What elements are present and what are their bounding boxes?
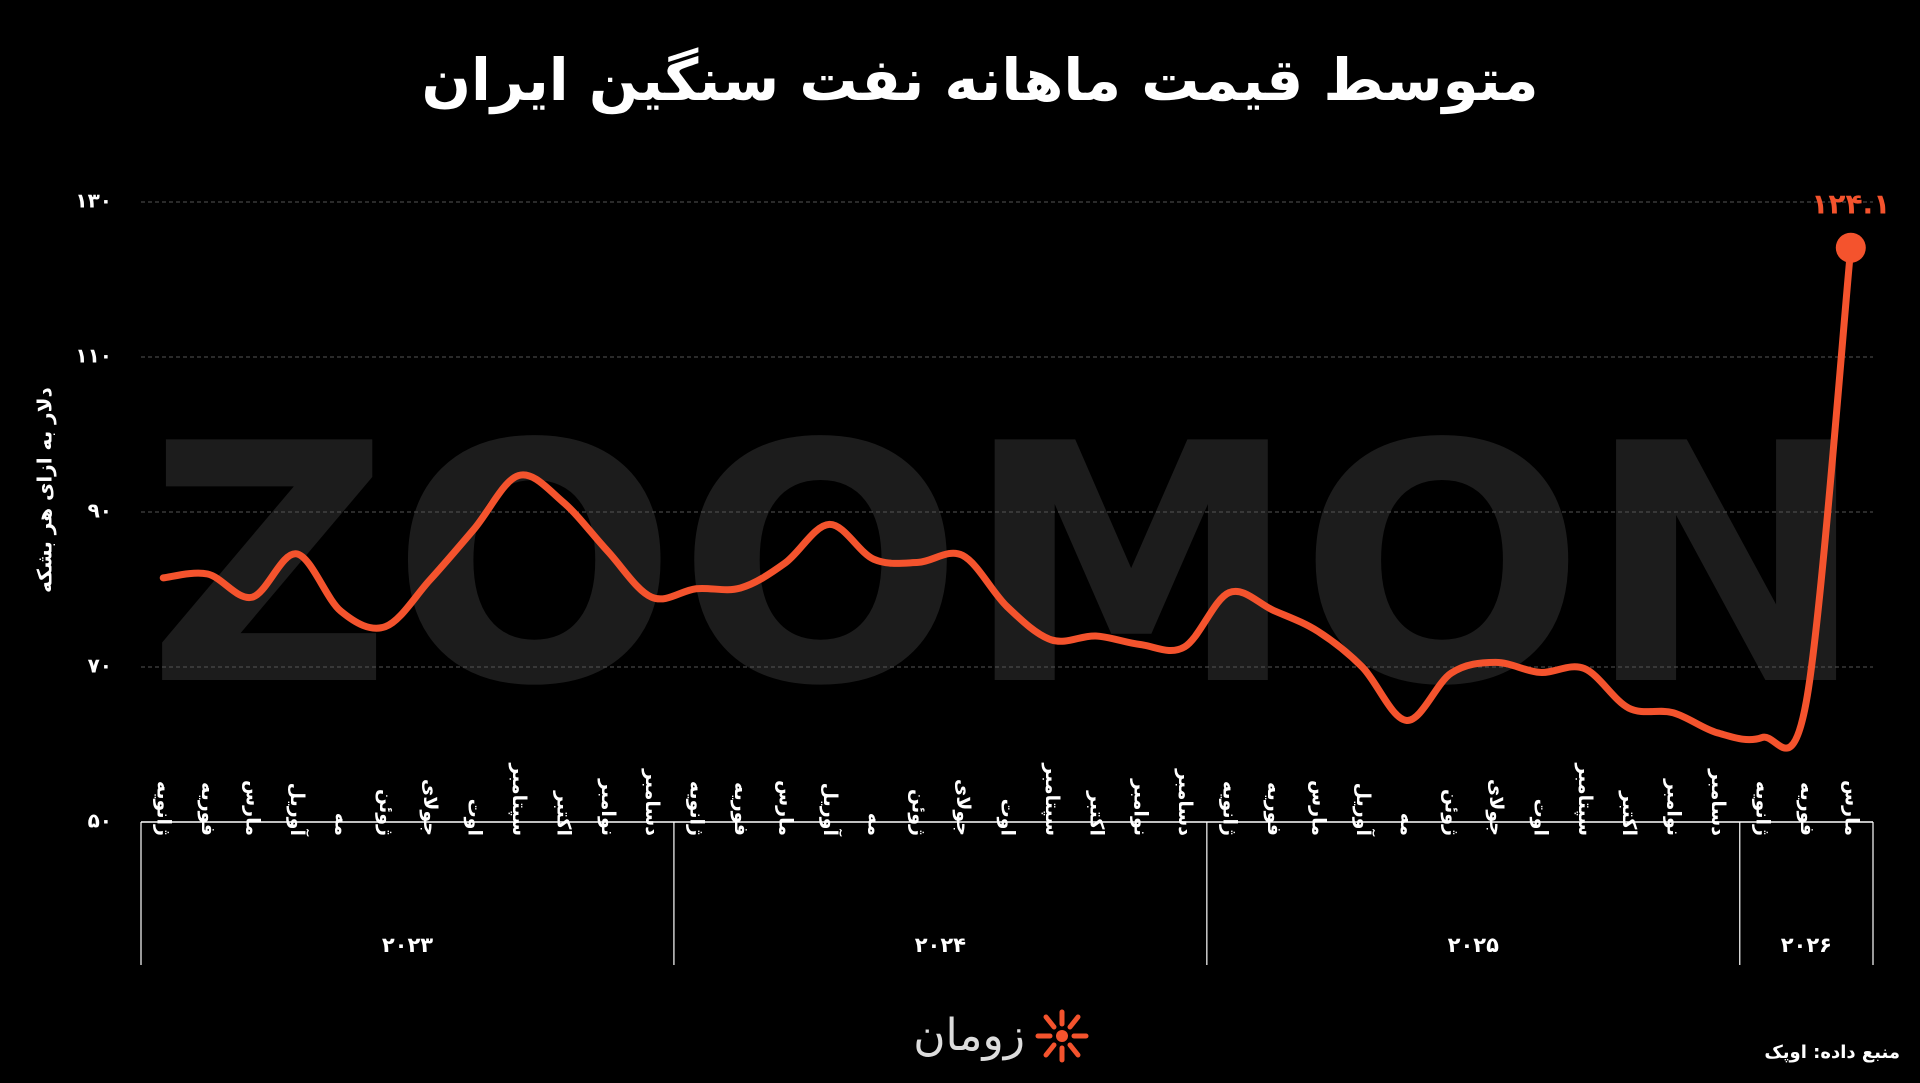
x-tick-label: نوامبر bbox=[1663, 778, 1685, 836]
x-tick-label: اوت bbox=[997, 799, 1019, 836]
x-tick-label: مه bbox=[1396, 813, 1418, 836]
x-tick-label: دسامبر bbox=[1174, 768, 1196, 836]
year-label: ۲۰۲۴ bbox=[915, 933, 966, 957]
x-tick-label: آوریل bbox=[1352, 783, 1376, 837]
y-tick-label: ۵۰ bbox=[88, 809, 112, 833]
chart-title: متوسط قیمت ماهانه نفت سنگین ایران bbox=[422, 46, 1539, 115]
x-tick-label: فوریه bbox=[730, 782, 752, 836]
x-tick-label: مارس bbox=[242, 780, 264, 836]
x-tick-label: سپتامبر bbox=[508, 762, 530, 836]
x-tick-label: نوامبر bbox=[1130, 778, 1152, 836]
x-tick-label: نوامبر bbox=[597, 778, 619, 836]
value-label: ۱۲۴.۱ bbox=[1811, 188, 1890, 221]
x-tick-label: ژوئن bbox=[908, 789, 930, 836]
x-tick-label: مارس bbox=[774, 780, 796, 836]
point bbox=[1835, 232, 1866, 263]
x-tick-label: سپتامبر bbox=[1041, 762, 1063, 836]
x-tick-label: ژانویه bbox=[1751, 781, 1773, 836]
x-tick-label: فوریه bbox=[1263, 782, 1285, 836]
x-tick-label: جولای bbox=[952, 779, 974, 836]
logo-icon bbox=[1035, 1009, 1089, 1063]
x-tick-label: ژوئن bbox=[1441, 789, 1463, 836]
x-tick-label: اکتبر bbox=[1618, 790, 1640, 836]
x-tick-label: دسامبر bbox=[1707, 768, 1729, 836]
x-tick-label: فوریه bbox=[1796, 782, 1818, 836]
x-tick-label: اوت bbox=[464, 799, 486, 836]
y-axis-label: دلار به ازای هر بشکه bbox=[33, 387, 57, 593]
y-tick-label: ۱۳۰ bbox=[75, 189, 112, 213]
x-tick-label: اکتبر bbox=[1085, 790, 1107, 836]
x-tick-label: اکتبر bbox=[552, 790, 574, 836]
y-tick-label: ۹۰ bbox=[88, 499, 112, 523]
y-tick-label: ۱۱۰ bbox=[75, 344, 112, 368]
x-tick-label: مارس bbox=[1840, 780, 1862, 836]
x-tick-label: اوت bbox=[1529, 799, 1551, 836]
year-label: ۲۰۲۳ bbox=[382, 933, 433, 957]
x-tick-label: ژوئن bbox=[375, 789, 397, 836]
x-tick-label: جولای bbox=[1485, 779, 1507, 836]
x-tick-label: مه bbox=[330, 813, 352, 836]
x-tick-label: مارس bbox=[1307, 780, 1329, 836]
x-tick-label: دسامبر bbox=[641, 768, 663, 836]
source: منبع داده: اوپک bbox=[1764, 1042, 1900, 1063]
x-tick-label: آوریل bbox=[819, 783, 843, 837]
year-label: ۲۰۲۵ bbox=[1448, 933, 1499, 957]
x-tick-label: ژانویه bbox=[686, 781, 708, 836]
x-tick-label: ژانویه bbox=[153, 781, 175, 836]
year-label: ۲۰۲۶ bbox=[1781, 933, 1832, 957]
x-tick-label: جولای bbox=[419, 779, 441, 836]
x-tick-label: مه bbox=[863, 813, 885, 836]
x-tick-label: فوریه bbox=[197, 782, 219, 836]
x-tick-label: ژانویه bbox=[1219, 781, 1241, 836]
watermark: ZOOMON bbox=[147, 374, 1867, 758]
x-tick-label: آوریل bbox=[286, 783, 310, 837]
line bbox=[159, 244, 1855, 752]
x-tick-label: سپتامبر bbox=[1574, 762, 1596, 836]
y-tick-label: ۷۰ bbox=[88, 654, 112, 678]
logo-text: زومان bbox=[913, 1010, 1025, 1061]
